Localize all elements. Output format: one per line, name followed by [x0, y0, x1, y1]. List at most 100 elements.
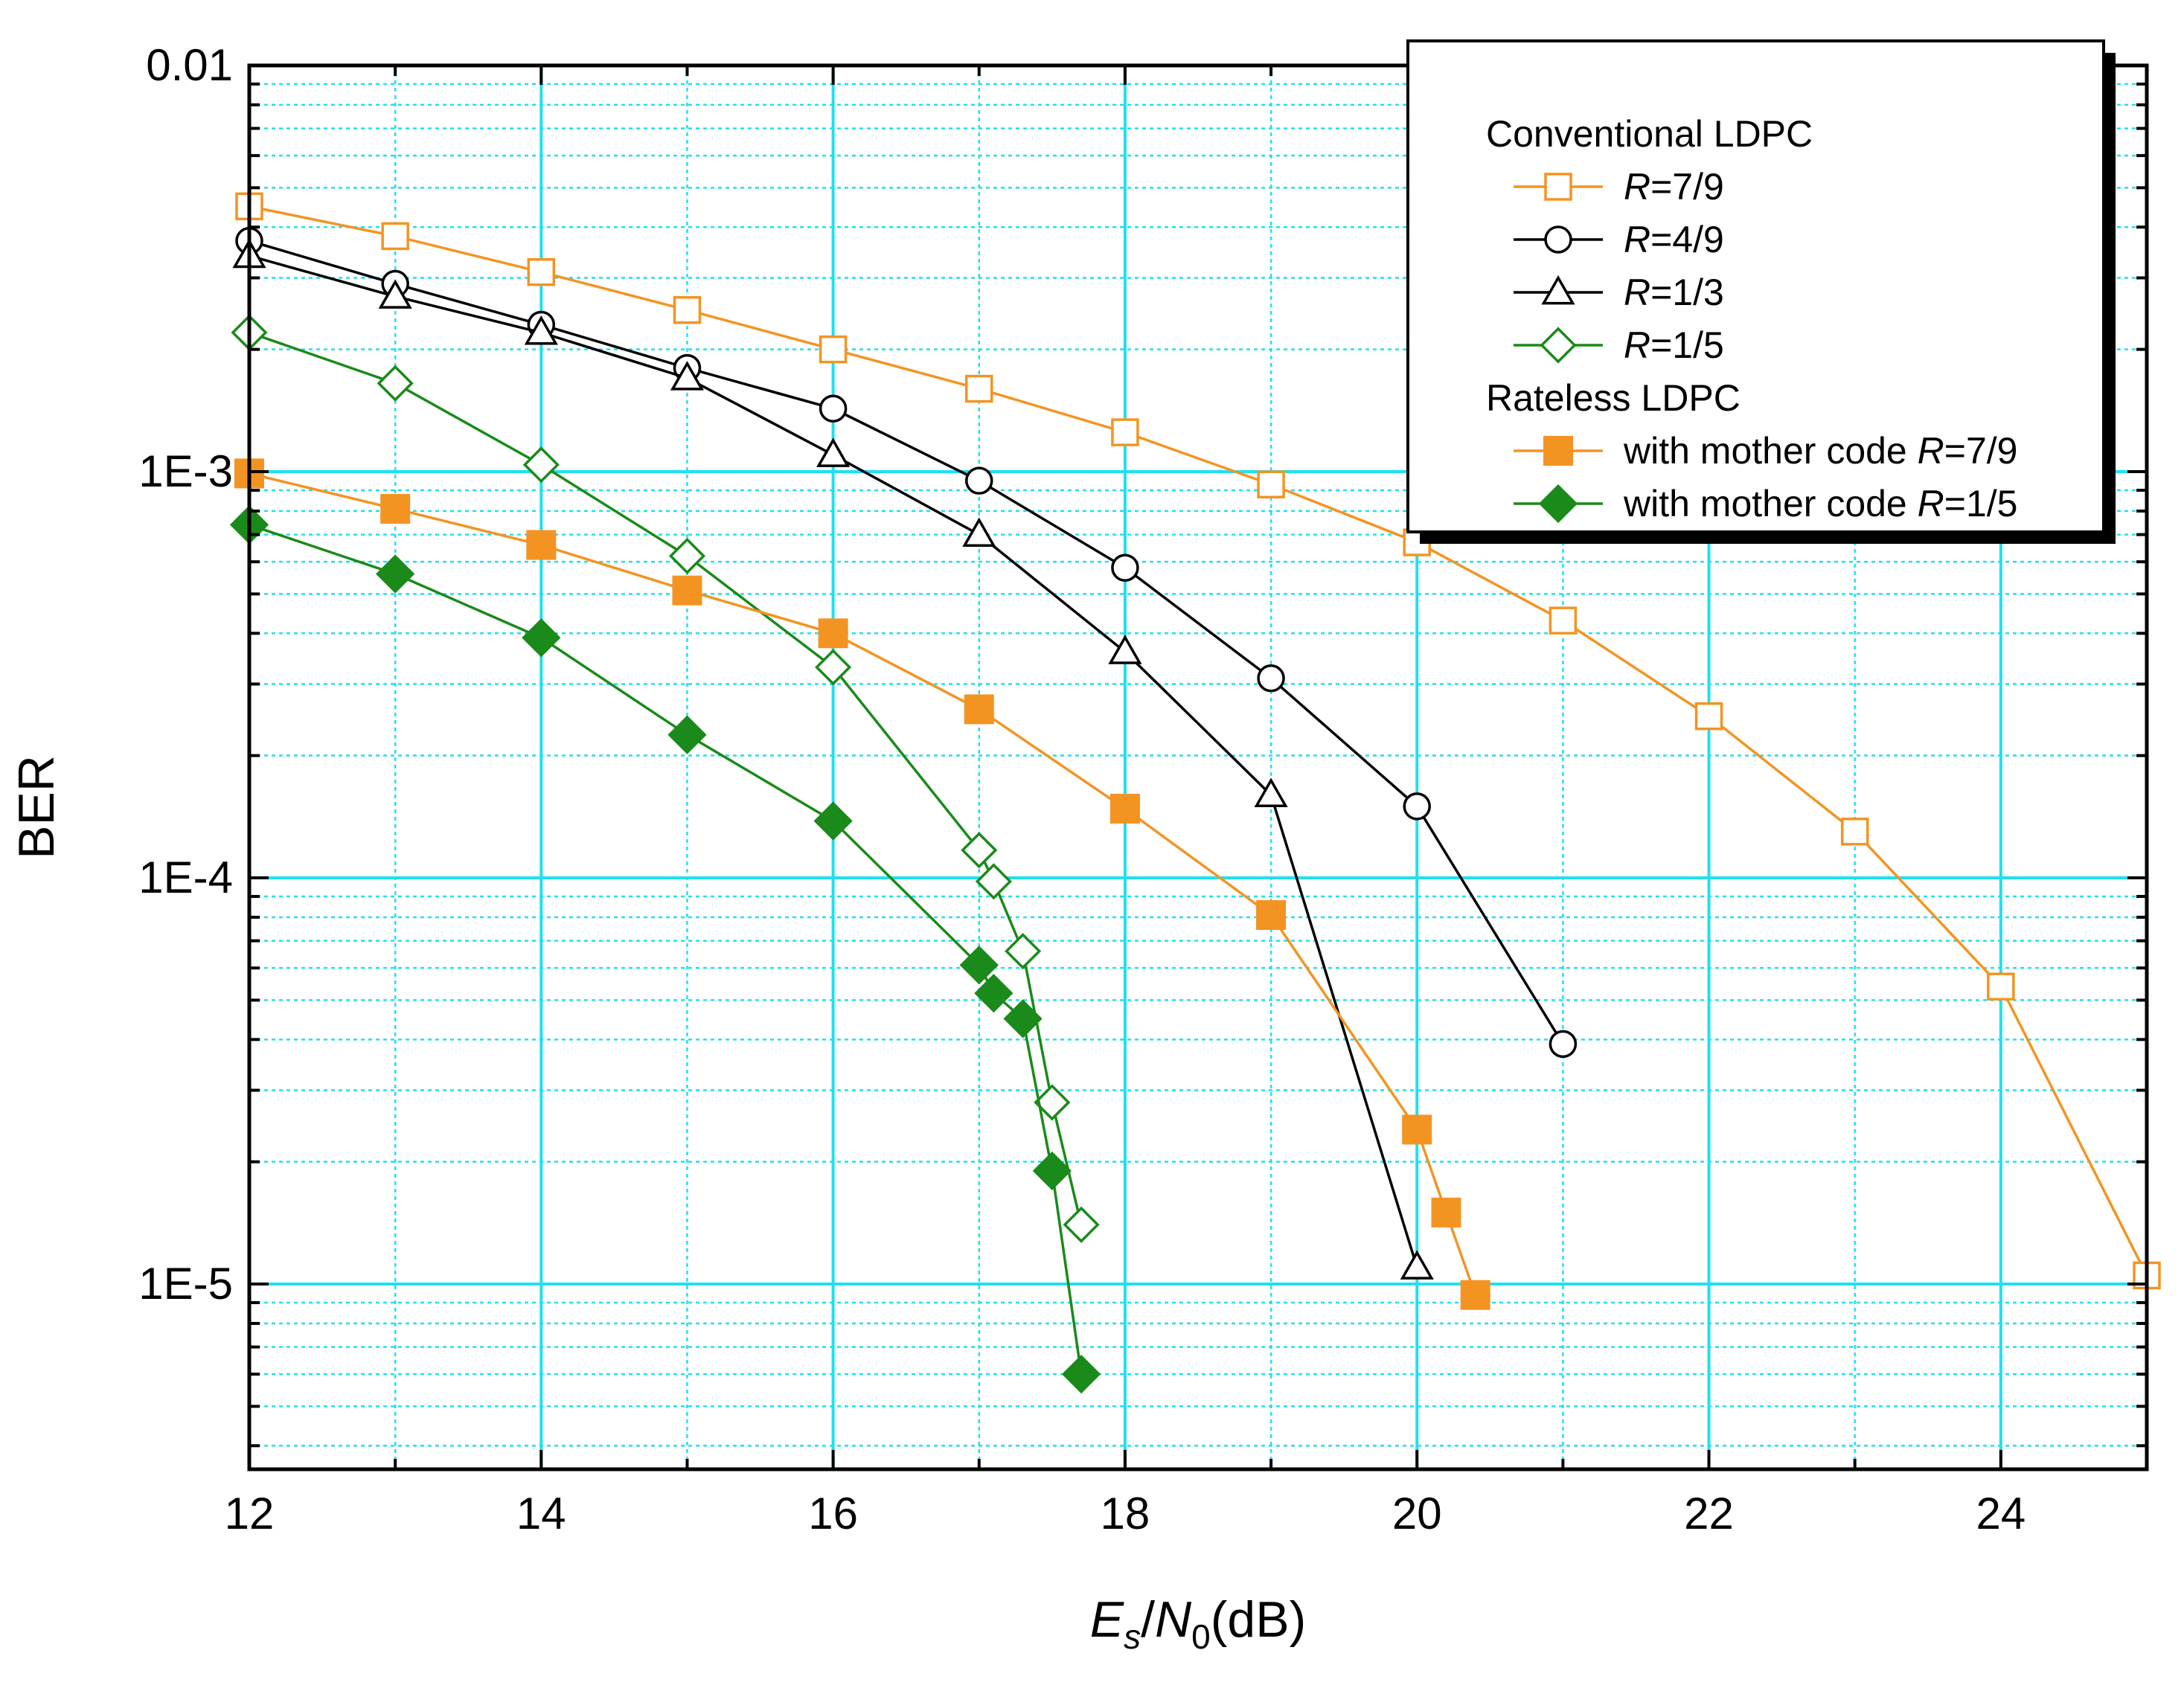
data-point [1061, 1355, 1101, 1394]
data-point [524, 315, 558, 345]
data-point [667, 715, 707, 754]
series-line [249, 472, 1477, 1296]
series-4 [234, 458, 1490, 1310]
data-point [1549, 1030, 1578, 1059]
data-point [522, 446, 560, 484]
data-point [1400, 1250, 1434, 1280]
x-axis-label: Es/N0(dB) [1090, 1591, 1306, 1656]
data-point [1549, 606, 1578, 635]
legend-entry-label: with mother code R=7/9 [1623, 430, 2017, 472]
data-point [1403, 792, 1431, 821]
data-point [376, 554, 415, 594]
data-point [816, 437, 851, 467]
data-point [1254, 777, 1288, 807]
data-point [670, 361, 705, 391]
legend-group-heading: Conventional LDPC [1486, 113, 1813, 155]
series-line [249, 240, 1564, 1045]
data-point [668, 537, 706, 574]
data-point [818, 618, 848, 649]
x-tick-label: 24 [1976, 1489, 2026, 1538]
y-axis-label: BER [8, 755, 65, 859]
data-point [527, 257, 556, 286]
x-tick-label: 12 [225, 1489, 275, 1538]
data-point [1109, 794, 1140, 824]
series-1 [235, 227, 1578, 1059]
y-tick-label: 1E-4 [138, 853, 233, 902]
data-point [1257, 664, 1285, 693]
data-point [673, 295, 702, 324]
data-point [672, 575, 702, 606]
data-point [1003, 999, 1043, 1039]
legend-entry-label: R=7/9 [1624, 166, 1724, 208]
data-point [1987, 972, 2015, 1001]
data-point [378, 279, 412, 309]
data-point [819, 335, 848, 364]
y-tick-label: 0.01 [146, 40, 233, 90]
axes-frame: 12 14 16 18 20 22 24 0.01 1E-3 1E-4 1E-5 [138, 40, 2149, 1538]
x-tick-label: 20 [1392, 1489, 1442, 1538]
plot-area [229, 192, 2161, 1394]
series-line [249, 205, 2148, 1277]
data-point [813, 801, 853, 841]
x-tick-label: 18 [1101, 1489, 1150, 1538]
data-point [522, 618, 561, 658]
data-point [1111, 418, 1139, 446]
y-tick-label: 1E-3 [138, 446, 233, 496]
data-point [1032, 1151, 1072, 1190]
x-axis-label-n: N [1155, 1591, 1192, 1648]
data-point [959, 946, 999, 985]
series-line [249, 523, 1083, 1375]
series-5 [229, 505, 1101, 1394]
legend-swatch-marker [1544, 225, 1572, 254]
x-tick-label: 14 [516, 1489, 566, 1538]
data-point [1034, 1084, 1071, 1121]
legend-swatch-marker [1541, 275, 1575, 305]
legend-entry-label: R=4/9 [1624, 219, 1724, 260]
data-point [974, 973, 1013, 1013]
x-tick-label: 16 [808, 1489, 858, 1538]
data-point [962, 517, 996, 548]
x-axis-label-zero: 0 [1191, 1617, 1211, 1656]
series-2 [232, 238, 1434, 1280]
data-point [1257, 470, 1285, 498]
y-tick-label: 1E-5 [138, 1259, 233, 1309]
series-3 [231, 314, 1100, 1243]
legend-swatch-marker [1540, 327, 1577, 364]
data-point [1431, 1197, 1461, 1227]
data-point [815, 649, 852, 686]
data-point [1111, 553, 1139, 582]
x-axis-label-slash: / [1141, 1591, 1155, 1648]
data-point [1402, 1114, 1432, 1145]
data-point [965, 466, 993, 495]
data-point [1840, 818, 1869, 846]
x-axis-label-unit: (dB) [1211, 1591, 1306, 1648]
legend: Conventional LDPC R=7/9 R=4/9 R=1/3 R=1/5 Rat… [1406, 39, 2116, 544]
data-point [961, 832, 998, 869]
data-point [1694, 702, 1723, 731]
data-point [526, 530, 557, 560]
data-point [380, 493, 411, 524]
legend-swatch-marker [1543, 436, 1573, 466]
data-point [1256, 900, 1287, 931]
plot-border [247, 63, 2149, 1471]
data-point [377, 365, 414, 402]
data-point [965, 374, 993, 403]
x-tick-label: 22 [1684, 1489, 1734, 1538]
legend-swatch-marker [1538, 484, 1578, 524]
data-point [381, 222, 409, 251]
legend-swatch-marker [1544, 173, 1572, 201]
data-point [1005, 932, 1042, 970]
data-point [1108, 635, 1142, 664]
data-point [819, 394, 848, 423]
data-point [1460, 1280, 1490, 1310]
legend-entry-label: R=1/3 [1624, 272, 1724, 313]
series-line [249, 331, 1083, 1225]
legend-entry-label: R=1/5 [1624, 324, 1724, 366]
x-axis-label-e: E [1090, 1591, 1124, 1648]
x-axis-label-s: s [1124, 1617, 1141, 1656]
data-point [975, 863, 1012, 900]
data-point [1063, 1206, 1100, 1243]
data-point [964, 694, 994, 725]
legend-group-heading: Rateless LDPC [1486, 377, 1741, 419]
